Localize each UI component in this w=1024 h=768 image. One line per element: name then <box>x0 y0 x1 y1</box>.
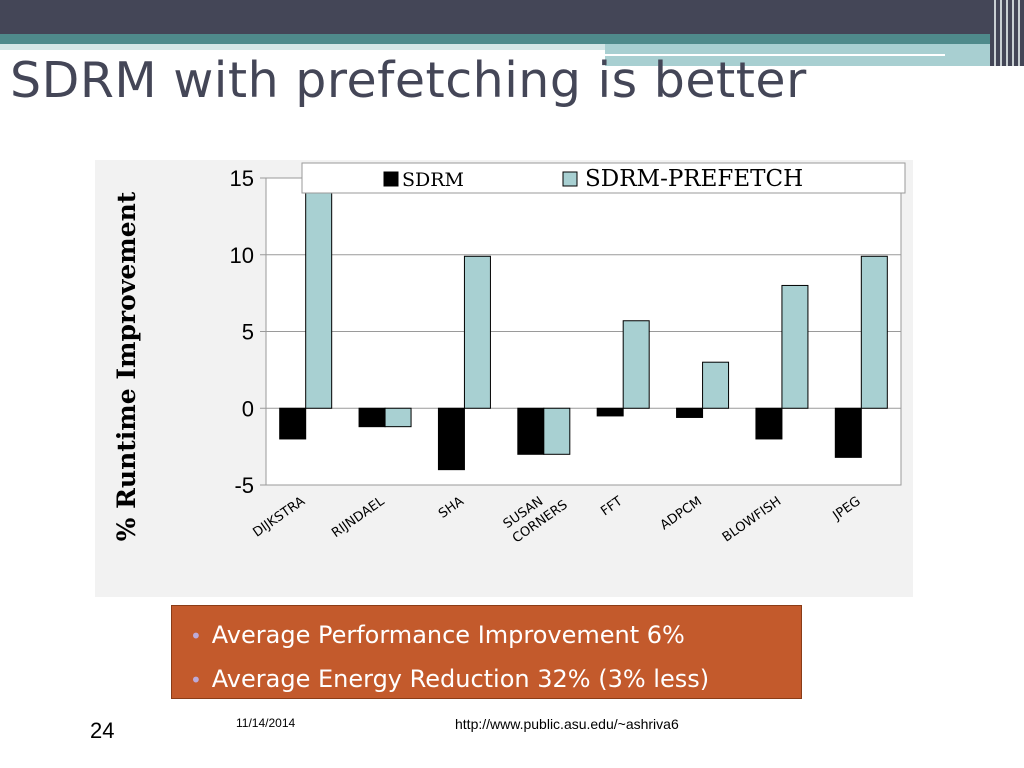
legend <box>301 162 906 194</box>
bar-sdrm-prefetch <box>305 185 333 409</box>
x-category-label: SUSANCORNERS <box>500 484 570 547</box>
bullet-dot-icon: • <box>190 668 202 692</box>
page-number: 24 <box>90 718 115 743</box>
x-category-label: RIJNDAEL <box>329 494 388 541</box>
bar-sdrm-prefetch <box>463 255 491 409</box>
bar-sdrm-prefetch <box>860 255 888 409</box>
bullet-item: • Average Energy Reduction 32% (3% less) <box>190 658 801 702</box>
bullet-dot-icon: • <box>190 624 202 648</box>
x-category-label: DIJKSTRA <box>250 494 308 541</box>
x-category-label: JPEG <box>830 494 864 524</box>
bar-sdrm <box>676 407 704 418</box>
header-stripes <box>990 0 1024 66</box>
bar-sdrm <box>596 407 624 417</box>
legend-swatch <box>383 171 399 187</box>
legend-label: SDRM <box>402 169 464 191</box>
footer-date: 11/14/2014 <box>236 716 296 730</box>
legend-label: SDRM-PREFETCH <box>585 166 803 192</box>
bullet-item: • Average Performance Improvement 6% <box>190 614 801 658</box>
x-category-label: BLOWFISH <box>720 494 784 545</box>
chart-panel: 15 10 5 0 -5 DIJKSTRA RIJNDAEL SHA SUSANCORNERS F… <box>95 160 913 597</box>
header-accent-band <box>0 34 1024 44</box>
x-category-label: FFT <box>598 494 625 519</box>
bar-sdrm-prefetch <box>702 361 730 409</box>
bar-sdrm <box>279 407 307 440</box>
bar-sdrm-prefetch <box>622 320 650 409</box>
bar-sdrm <box>755 407 783 440</box>
y-tick-label: 5 <box>242 320 254 345</box>
bar-sdrm-prefetch <box>543 407 571 455</box>
footer-url: http://www.public.asu.edu/~ashriva6 <box>455 716 679 732</box>
bar-sdrm <box>517 407 545 455</box>
y-axis-label: % Runtime Improvement <box>112 191 141 541</box>
bar-sdrm-prefetch <box>781 284 809 409</box>
bullet-text: Average Energy Reduction 32% (3% less) <box>211 665 710 693</box>
header-divider-line <box>605 54 945 56</box>
y-tick-label: 0 <box>242 396 254 421</box>
header-band <box>0 0 990 34</box>
y-tick-label: 10 <box>230 243 254 268</box>
summary-box: • Average Performance Improvement 6% • Ave… <box>171 605 802 699</box>
bar-sdrm-prefetch <box>384 407 412 428</box>
slide-title: SDRM with prefetching is better <box>10 52 807 109</box>
bar-sdrm <box>358 407 386 428</box>
y-tick-label: -5 <box>234 473 254 498</box>
bar-sdrm <box>834 407 862 458</box>
header-light-band <box>0 44 605 50</box>
header-bar <box>0 0 1024 66</box>
legend-swatch <box>562 171 578 187</box>
x-category-label: SHA <box>436 494 467 522</box>
x-category-label: ADPCM <box>658 494 705 533</box>
y-tick-label: 15 <box>230 166 254 191</box>
bullet-text: Average Performance Improvement 6% <box>211 621 685 649</box>
bar-sdrm <box>437 407 465 471</box>
